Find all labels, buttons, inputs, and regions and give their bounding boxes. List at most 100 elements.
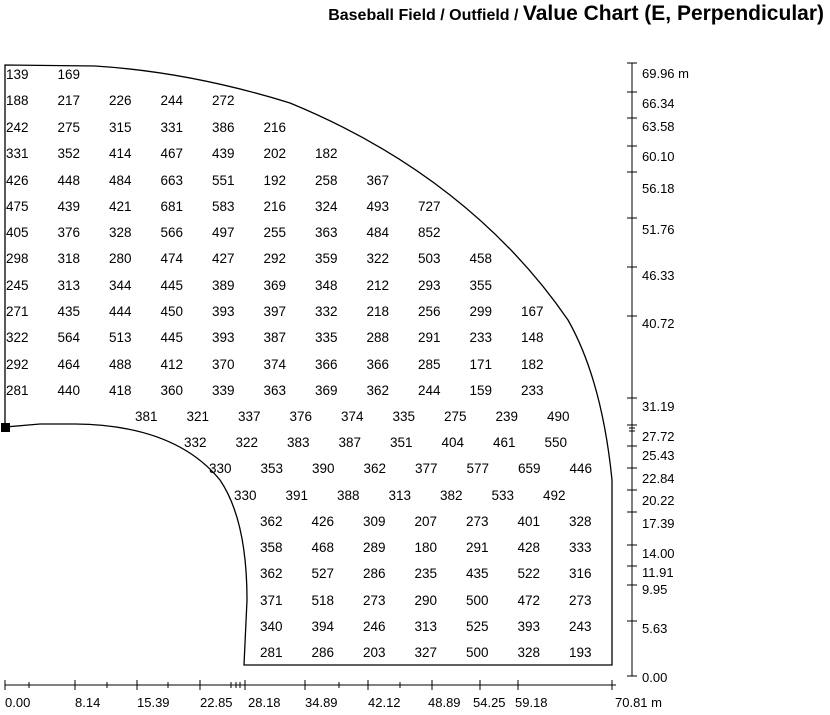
- value-cell: 335: [393, 409, 416, 424]
- value-cell: 313: [389, 488, 412, 503]
- value-cell: 577: [467, 461, 490, 476]
- field-outline: [4, 64, 613, 666]
- value-cell: 659: [518, 461, 541, 476]
- value-cell: 492: [543, 488, 566, 503]
- value-cell: 182: [521, 357, 544, 372]
- value-cell: 327: [415, 645, 438, 660]
- y-tick-label: 69.96 m: [642, 66, 689, 81]
- y-tick-label: 56.18: [642, 181, 675, 196]
- value-cell: 405: [6, 225, 29, 240]
- value-cell: 351: [390, 435, 413, 450]
- value-cell: 331: [161, 120, 184, 135]
- value-cell: 467: [161, 146, 184, 161]
- y-tick-label: 51.76: [642, 222, 675, 237]
- value-cell: 363: [315, 225, 338, 240]
- value-cell: 681: [161, 199, 184, 214]
- value-cell: 332: [184, 435, 207, 450]
- value-cell: 426: [312, 514, 335, 529]
- x-tick-label: 42.12: [368, 695, 401, 710]
- x-tick-label: 54.25: [473, 695, 506, 710]
- value-cell: 289: [363, 540, 386, 555]
- y-tick-label: 5.63: [642, 621, 667, 636]
- value-cell: 475: [6, 199, 29, 214]
- value-cell: 242: [6, 120, 29, 135]
- y-tick-label: 40.72: [642, 316, 675, 331]
- value-cell: 359: [315, 251, 338, 266]
- value-cell: 362: [367, 383, 390, 398]
- y-tick-label: 31.19: [642, 399, 675, 414]
- value-cell: 313: [415, 619, 438, 634]
- value-cell: 239: [496, 409, 519, 424]
- value-cell: 244: [418, 383, 441, 398]
- value-cell: 727: [418, 199, 441, 214]
- value-cell: 339: [212, 383, 235, 398]
- x-tick-label: 48.89: [428, 695, 461, 710]
- y-tick-label: 27.72: [642, 429, 675, 444]
- value-cell: 355: [470, 278, 493, 293]
- value-cell: 393: [518, 619, 541, 634]
- value-cell: 309: [363, 514, 386, 529]
- value-cell: 275: [58, 120, 81, 135]
- value-cell: 243: [569, 619, 592, 634]
- value-cell: 313: [58, 278, 81, 293]
- value-cell: 551: [212, 173, 235, 188]
- value-cell: 148: [521, 330, 544, 345]
- value-cell: 331: [6, 146, 29, 161]
- value-cell: 474: [161, 251, 184, 266]
- value-cell: 412: [161, 357, 184, 372]
- value-cell: 281: [260, 645, 283, 660]
- value-cell: 292: [6, 357, 29, 372]
- value-cell: 382: [440, 488, 463, 503]
- value-cell: 322: [367, 251, 390, 266]
- value-cell: 171: [470, 357, 493, 372]
- value-cell: 387: [264, 330, 287, 345]
- value-cell: 484: [109, 173, 132, 188]
- x-tick-label: 28.18: [248, 695, 281, 710]
- y-tick-label: 0.00: [642, 670, 667, 685]
- value-cell: 393: [212, 304, 235, 319]
- value-cell: 352: [58, 146, 81, 161]
- value-cell: 322: [236, 435, 259, 450]
- value-cell: 275: [444, 409, 467, 424]
- home-plate-marker: [1, 423, 10, 432]
- value-cell: 246: [363, 619, 386, 634]
- value-cell: 390: [312, 461, 335, 476]
- value-cell: 427: [212, 251, 235, 266]
- value-cell: 446: [570, 461, 593, 476]
- value-cell: 503: [418, 251, 441, 266]
- value-cell: 393: [212, 330, 235, 345]
- value-cell: 315: [109, 120, 132, 135]
- value-cell: 376: [290, 409, 313, 424]
- value-cell: 497: [212, 225, 235, 240]
- value-cell: 435: [58, 304, 81, 319]
- value-cell: 370: [212, 357, 235, 372]
- value-cell: 550: [545, 435, 568, 450]
- value-cell: 461: [493, 435, 516, 450]
- value-cell: 335: [315, 330, 338, 345]
- y-tick-label: 20.22: [642, 493, 675, 508]
- value-cell: 273: [569, 593, 592, 608]
- value-cell: 377: [415, 461, 438, 476]
- value-cell: 500: [466, 645, 489, 660]
- value-cell: 381: [135, 409, 158, 424]
- value-cell: 272: [212, 93, 235, 108]
- value-cell: 488: [109, 357, 132, 372]
- value-cell: 852: [418, 225, 441, 240]
- value-cell: 139: [6, 67, 29, 82]
- value-cell: 389: [212, 278, 235, 293]
- value-cell: 233: [470, 330, 493, 345]
- x-tick-label: 70.81 m: [615, 695, 662, 710]
- value-cell: 448: [58, 173, 81, 188]
- value-cell: 216: [264, 120, 287, 135]
- value-cell: 383: [287, 435, 310, 450]
- value-cell: 291: [418, 330, 441, 345]
- value-cell: 428: [518, 540, 541, 555]
- value-cell: 564: [58, 330, 81, 345]
- value-cell: 288: [367, 330, 390, 345]
- value-cell: 273: [363, 593, 386, 608]
- value-cell: 180: [415, 540, 438, 555]
- y-tick-label: 22.84: [642, 471, 675, 486]
- x-tick-label: 8.14: [75, 695, 100, 710]
- value-cell: 316: [569, 566, 592, 581]
